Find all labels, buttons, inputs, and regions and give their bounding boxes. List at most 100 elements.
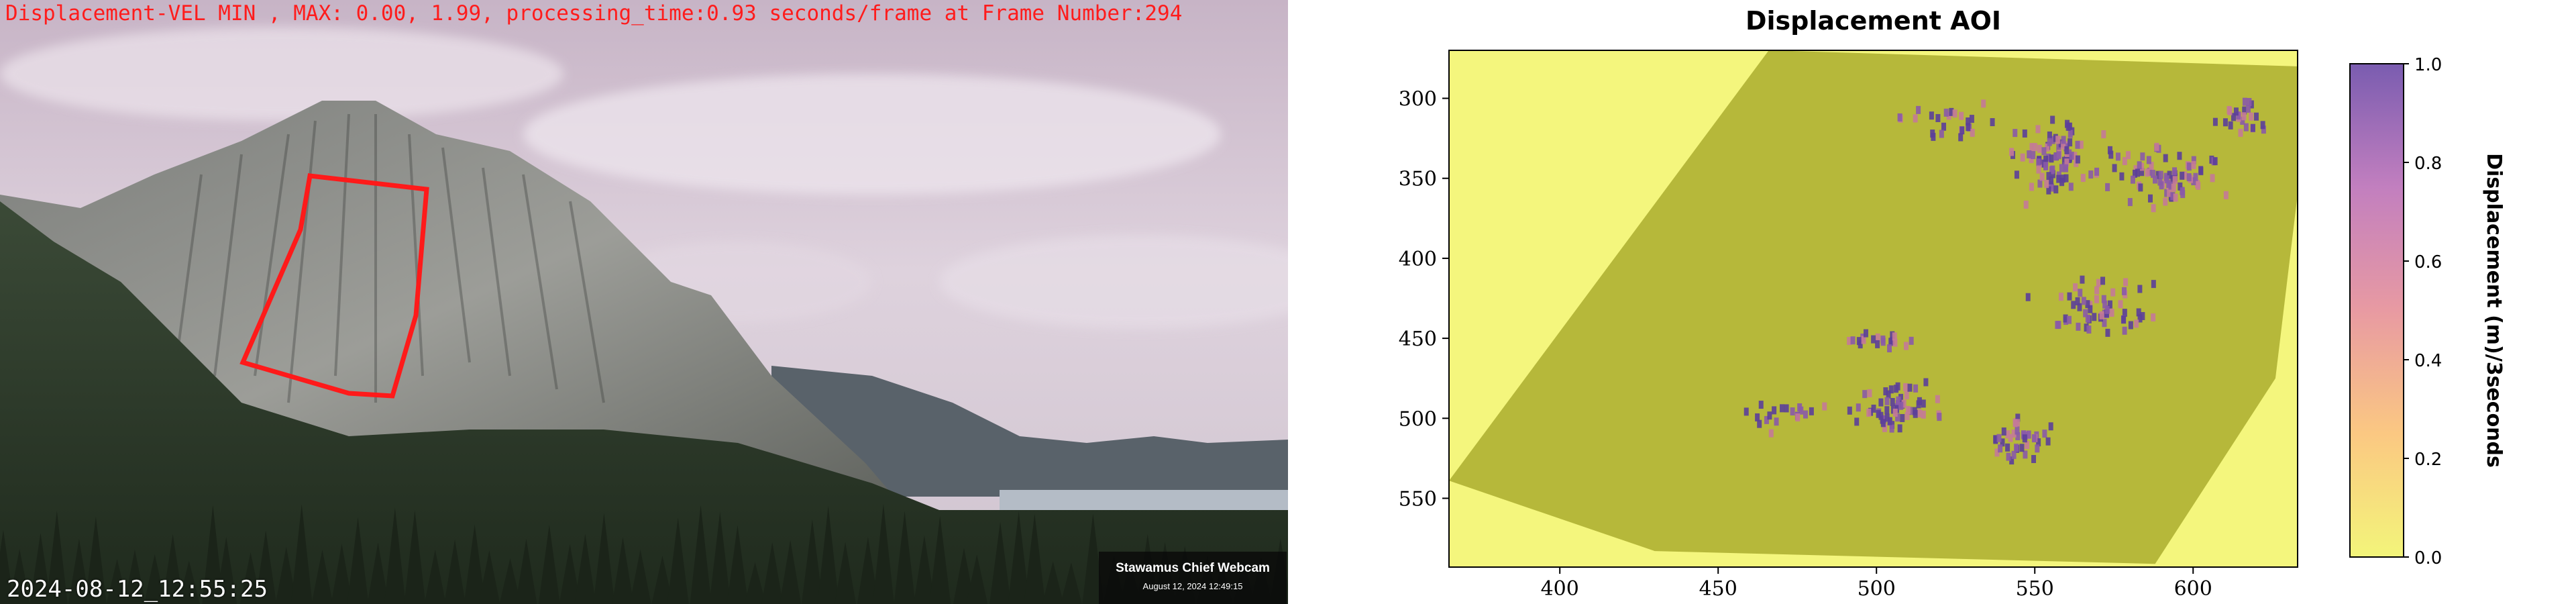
displacement-hotspot xyxy=(2177,152,2182,160)
displacement-hotspot xyxy=(1880,338,1886,346)
tree xyxy=(0,530,14,604)
displacement-hotspot xyxy=(2101,295,2106,303)
tree xyxy=(1082,513,1104,604)
displacement-hotspot xyxy=(1871,404,1876,413)
displacement-hotspot xyxy=(1883,387,1888,396)
displacement-hotspot xyxy=(2056,174,2061,183)
displacement-hotspot xyxy=(2066,315,2072,324)
displacement-hotspot xyxy=(2140,311,2145,320)
displacement-hotspot xyxy=(2261,125,2266,134)
displacement-hotspot xyxy=(2025,441,2030,450)
displacement-hotspot xyxy=(2231,113,2236,121)
displacement-hotspot xyxy=(2099,311,2104,319)
colorbar-tick-label: 0.8 xyxy=(2414,154,2442,174)
displacement-hotspot xyxy=(2048,181,2053,189)
displacement-hotspot xyxy=(2084,323,2089,332)
tree xyxy=(30,533,52,604)
chart-title: Displacement AOI xyxy=(1746,6,2001,36)
displacement-hotspot xyxy=(2015,426,2020,435)
displacement-hotspot xyxy=(2100,276,2106,285)
displacement-hotspot xyxy=(1921,410,1926,419)
displacement-hotspot xyxy=(1886,390,1891,399)
displacement-hotspot xyxy=(2042,430,2047,438)
displacement-hotspot xyxy=(2008,434,2013,442)
displacement-hotspot xyxy=(2151,280,2156,289)
displacement-hotspot xyxy=(2107,300,2112,309)
displacement-hotspot xyxy=(2063,314,2068,323)
displacement-hotspot xyxy=(1935,395,1940,403)
displacement-hotspot xyxy=(1907,383,1913,392)
displacement-hotspot xyxy=(2167,170,2172,179)
displacement-hotspot xyxy=(2115,152,2121,161)
y-tick-label: 400 xyxy=(1399,248,1437,271)
displacement-hotspot xyxy=(2260,121,2265,130)
displacement-hotspot xyxy=(1887,417,1892,425)
displacement-hotspot xyxy=(1916,400,1921,409)
displacement-hotspot xyxy=(2233,107,2239,116)
displacement-hotspot xyxy=(1937,413,1942,421)
displacement-hotspot xyxy=(2191,156,2196,164)
displacement-hotspot xyxy=(1880,419,1886,427)
displacement-hotspot xyxy=(2186,173,2192,182)
displacement-hotspot xyxy=(2092,313,2097,321)
displacement-hotspot xyxy=(2015,413,2021,422)
displacement-hotspot xyxy=(1958,133,1964,142)
displacement-hotspot xyxy=(2250,123,2255,132)
displacement-hotspot xyxy=(1898,401,1904,410)
frame-timestamp: 2024-08-12_12:55:25 xyxy=(7,576,268,603)
displacement-hotspot xyxy=(2118,300,2123,309)
tree xyxy=(478,550,500,604)
displacement-hotspot xyxy=(2071,301,2076,309)
displacement-hotspot xyxy=(2005,430,2010,439)
displacement-hotspot xyxy=(2031,454,2037,463)
displacement-hotspot xyxy=(2153,175,2158,184)
displacement-hotspot xyxy=(1822,402,1827,411)
displacement-hotspot xyxy=(2138,183,2143,192)
displacement-hotspot xyxy=(1854,417,1860,426)
clouds xyxy=(0,27,1288,329)
displacement-hotspot xyxy=(2222,118,2228,127)
displacement-hotspot xyxy=(2029,183,2034,191)
displacement-hotspot xyxy=(1847,337,1852,346)
displacement-hotspot xyxy=(2086,325,2092,334)
displacement-hotspot xyxy=(1871,335,1876,344)
displacement-hotspot xyxy=(2140,152,2145,161)
displacement-hotspot xyxy=(1935,113,1941,122)
displacement-hotspot xyxy=(2012,419,2018,427)
displacement-hotspot xyxy=(2022,434,2027,443)
displacement-hotspot xyxy=(2105,183,2110,191)
displacement-hotspot xyxy=(1949,107,1954,116)
colorbar xyxy=(2349,63,2404,558)
tree xyxy=(367,542,389,604)
displacement-hotspot xyxy=(2122,157,2127,166)
displacement-hotspot xyxy=(2075,297,2080,305)
displacement-hotspot xyxy=(1903,383,1909,391)
displacement-hotspot xyxy=(2210,174,2215,183)
displacement-hotspot xyxy=(2182,171,2188,180)
displacement-hotspot xyxy=(2073,283,2078,292)
displacement-hotspot xyxy=(2186,162,2192,171)
displacement-hotspot xyxy=(2032,143,2037,152)
y-tick-label: 550 xyxy=(1399,487,1437,511)
aoi-outline xyxy=(239,173,429,399)
displacement-hotspot xyxy=(1882,423,1888,432)
displacement-hotspot xyxy=(1903,342,1909,350)
displacement-hotspot xyxy=(1875,333,1880,342)
tree xyxy=(727,525,749,604)
displacement-hotspot xyxy=(1772,406,1777,415)
displacement-hotspot xyxy=(2065,122,2071,131)
colorbar-label: Displacement (m)/3seconds xyxy=(2482,153,2506,468)
displacement-hotspot xyxy=(2125,151,2131,160)
displacement-hotspot xyxy=(1960,126,1965,135)
displacement-hotspot xyxy=(2241,112,2247,121)
displacement-hotspot xyxy=(2020,153,2025,162)
displacement-hotspot xyxy=(1941,122,1947,131)
colorbar-tick-label: 0.0 xyxy=(2414,548,2442,568)
displacement-hotspot xyxy=(2061,136,2066,144)
displacement-hotspot xyxy=(2069,151,2074,160)
x-tick-label: 500 xyxy=(1858,577,1896,601)
displacement-hotspot xyxy=(1990,118,1995,127)
displacement-hotspot xyxy=(2136,308,2141,317)
displacement-chart: Displacement AOI 400 450 500 550 600 300 350 400… xyxy=(1399,6,2506,601)
tree xyxy=(801,519,823,604)
